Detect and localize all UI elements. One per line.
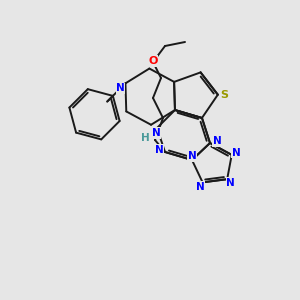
- Text: N: N: [213, 136, 221, 146]
- Text: N: N: [154, 145, 164, 155]
- Text: N: N: [196, 182, 205, 192]
- Text: N: N: [188, 151, 196, 161]
- Text: S: S: [220, 90, 228, 100]
- Text: N: N: [152, 128, 160, 138]
- Text: N: N: [232, 148, 241, 158]
- Text: N: N: [226, 178, 235, 188]
- Text: H: H: [141, 133, 149, 143]
- Text: N: N: [116, 83, 125, 93]
- Text: O: O: [148, 56, 158, 66]
